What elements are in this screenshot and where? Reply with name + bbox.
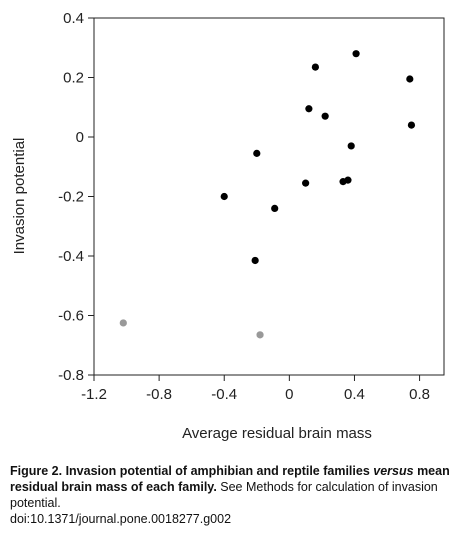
x-tick-label: -0.4 [211, 386, 237, 403]
data-point [271, 204, 279, 212]
y-axis-label: Invasion potential [11, 138, 28, 255]
y-tick-label: 0.2 [63, 70, 84, 87]
caption-figure-label: Figure 2. Invasion potential of amphibia… [10, 464, 370, 478]
plot-frame [93, 17, 445, 376]
y-tick-label: 0 [76, 129, 84, 146]
caption-doi: doi:10.1371/journal.pone.0018277.g002 [10, 512, 232, 526]
x-axis-label: Average residual brain mass [182, 425, 372, 442]
figure-caption: Figure 2. Invasion potential of amphibia… [10, 463, 454, 527]
data-point [251, 256, 259, 265]
scatter-chart: -1.2 -0.8 -0.4 0 0.4 0.8 -0.8 -0.6 -0.4 -0.2 0 0.2… [11, 10, 445, 442]
data-point [339, 178, 347, 186]
data-point [347, 142, 355, 150]
data-point [302, 179, 310, 187]
data-point [406, 75, 414, 83]
caption-bold-rest: mean residual brain mass of each family. [10, 464, 450, 494]
y-tick-label: 0.4 [63, 10, 84, 27]
y-tick-label: -0.2 [58, 189, 84, 206]
data-point [407, 121, 416, 129]
y-axis: -0.8 -0.6 -0.4 -0.2 0 0.2 0.4 [58, 10, 94, 384]
data-point [253, 149, 261, 157]
x-tick-label: -0.8 [146, 386, 172, 403]
data-point [352, 50, 360, 58]
x-tick-label: 0.8 [409, 386, 430, 403]
data-point [119, 319, 127, 327]
caption-plain: See Methods for calculation of invasion … [10, 480, 438, 510]
data-point [321, 112, 329, 120]
data-point [220, 192, 228, 201]
x-tick-label: 0 [285, 386, 293, 403]
x-axis: -1.2 -0.8 -0.4 0 0.4 0.8 [81, 375, 430, 403]
y-tick-label: -0.8 [58, 367, 84, 384]
data-point [256, 331, 264, 339]
x-tick-label: 0.4 [344, 386, 365, 403]
caption-versus: versus [373, 464, 414, 478]
data-point [311, 63, 319, 71]
y-tick-label: -0.4 [58, 248, 84, 265]
data-point [305, 105, 313, 113]
data-points [119, 50, 416, 339]
y-tick-label: -0.6 [58, 308, 84, 325]
x-tick-label: -1.2 [81, 386, 107, 403]
